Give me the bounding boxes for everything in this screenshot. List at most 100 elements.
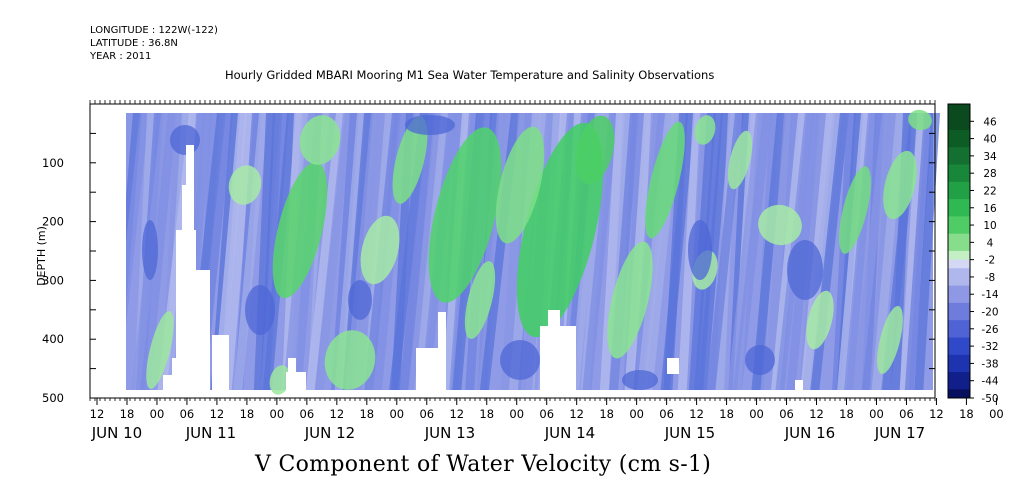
day-label: JUN 11: [185, 424, 236, 442]
colorbar-swatch: [948, 389, 970, 399]
hour-tick-label: 00: [869, 407, 884, 421]
colorbar-swatch: [948, 112, 970, 122]
colorbar-swatch: [948, 173, 970, 183]
positive-velocity-region: [883, 150, 917, 220]
variable-title: V Component of Water Velocity (cm s-1): [255, 452, 712, 477]
day-label: JUN 17: [874, 424, 925, 442]
colorbar-tick-label: 40: [983, 134, 996, 146]
hour-tick-label: 12: [689, 407, 704, 421]
hour-tick-label: 12: [210, 407, 225, 421]
colorbar-swatch: [948, 311, 970, 321]
day-label: JUN 15: [664, 424, 715, 442]
missing-data-gap: [172, 358, 197, 390]
heatmap-band: [582, 113, 618, 390]
colorbar-tick-label: -44: [981, 376, 998, 388]
colorbar-swatch: [948, 225, 970, 235]
positive-velocity-region: [228, 165, 262, 205]
hour-tick-label: 12: [569, 407, 584, 421]
hour-tick-label: 18: [359, 407, 374, 421]
heatmap-band: [599, 113, 625, 390]
hour-tick-label: 00: [989, 407, 1004, 421]
hour-tick-label: 06: [180, 407, 195, 421]
colorbar-swatch: [948, 164, 970, 174]
colorbar-tick-label: -38: [981, 358, 998, 370]
heatmap-band: [904, 113, 933, 390]
missing-data-gap: [196, 270, 210, 390]
positive-velocity-region: [806, 290, 834, 350]
colorbar-tick-label: -8: [985, 272, 995, 284]
colorbar-swatch: [948, 285, 970, 295]
positive-velocity-region: [269, 365, 291, 395]
heatmap-band: [314, 113, 352, 390]
colorbar-swatch: [948, 129, 970, 140]
axes: 12 18 00 06 12 18 00 06 12 18 00 06 12 18 00 06 12 18 00 06…: [35, 100, 1004, 442]
colorbar-tick-label: -2: [985, 255, 995, 267]
hour-tick-label: 12: [929, 407, 944, 421]
missing-data-gap: [667, 358, 679, 374]
positive-velocity-region: [299, 115, 341, 165]
colorbar-swatch: [948, 380, 970, 390]
colorbar-swatch: [948, 372, 970, 382]
hour-tick-label: 12: [90, 407, 105, 421]
positive-velocity-region: [428, 127, 502, 303]
missing-data-gap: [212, 388, 218, 393]
missing-data-gap: [288, 358, 296, 374]
positive-velocity-region: [146, 311, 174, 389]
day-label: JUN 12: [304, 424, 355, 442]
hour-tick-label: 06: [899, 407, 914, 421]
hour-tick-label: 00: [509, 407, 524, 421]
positive-velocity-region: [575, 115, 615, 185]
hour-tick-label: 18: [120, 407, 135, 421]
negative-velocity-region: [787, 240, 823, 300]
positive-velocity-region: [839, 166, 871, 254]
hour-tick-label: 12: [449, 407, 464, 421]
hour-tick-label: 18: [959, 407, 974, 421]
colorbar-swatch: [948, 363, 970, 373]
colorbar-tick-label: -50: [981, 393, 998, 405]
latitude-label: LATITUDE : 36.8N: [90, 38, 178, 49]
missing-data-gap: [438, 312, 446, 390]
hour-tick-label: 18: [719, 407, 734, 421]
colorbar-swatch: [948, 121, 970, 131]
positive-velocity-region: [727, 130, 753, 190]
colorbar-tick-label: 46: [983, 116, 997, 128]
colorbar: 46 40 34 28 22 16 10 4 -2 -8 -14 -20 -26 -32 -38 -44 -50: [947, 103, 999, 405]
chart-title: Hourly Gridded MBARI Mooring M1 Sea Wate…: [225, 68, 715, 82]
plot-area: [89, 103, 940, 399]
heatmap-band: [697, 113, 730, 390]
hour-tick-label: 18: [839, 407, 854, 421]
missing-data-gap: [163, 375, 176, 390]
hour-tick-label: 00: [389, 407, 404, 421]
negative-velocity-region: [245, 285, 275, 335]
colorbar-swatch: [948, 199, 970, 209]
hour-tick-label: 18: [240, 407, 255, 421]
positive-velocity-region: [272, 161, 328, 299]
colorbar-swatch: [948, 259, 970, 269]
positive-velocity-region: [758, 204, 802, 246]
colorbar-swatch: [948, 216, 970, 226]
day-label: JUN 13: [424, 424, 475, 442]
day-label: JUN 10: [91, 424, 142, 442]
colorbar-swatch: [948, 147, 970, 157]
missing-data-gap: [286, 372, 306, 390]
y-tick-label: 400: [42, 332, 64, 346]
heatmap-band: [852, 113, 891, 390]
colorbar-swatch: [948, 155, 970, 166]
colorbar-tick-label: -32: [981, 341, 998, 353]
hour-tick-label: 06: [419, 407, 434, 421]
negative-velocity-region: [348, 280, 372, 320]
heatmap-band: [305, 113, 345, 390]
colorbar-swatch: [948, 181, 970, 191]
y-tick-label: 200: [42, 215, 64, 229]
colorbar-tick-label: -20: [981, 307, 998, 319]
positive-velocity-region: [360, 215, 400, 285]
colorbar-tick-label: -26: [981, 324, 998, 336]
negative-velocity-region: [622, 370, 658, 390]
day-label: JUN 16: [784, 424, 835, 442]
missing-data-gap: [176, 230, 196, 360]
negative-velocity-region: [170, 125, 200, 155]
missing-data-gap: [186, 145, 194, 185]
y-axis-label: DEPTH (m): [35, 226, 48, 286]
hour-tick-label: 18: [479, 407, 494, 421]
